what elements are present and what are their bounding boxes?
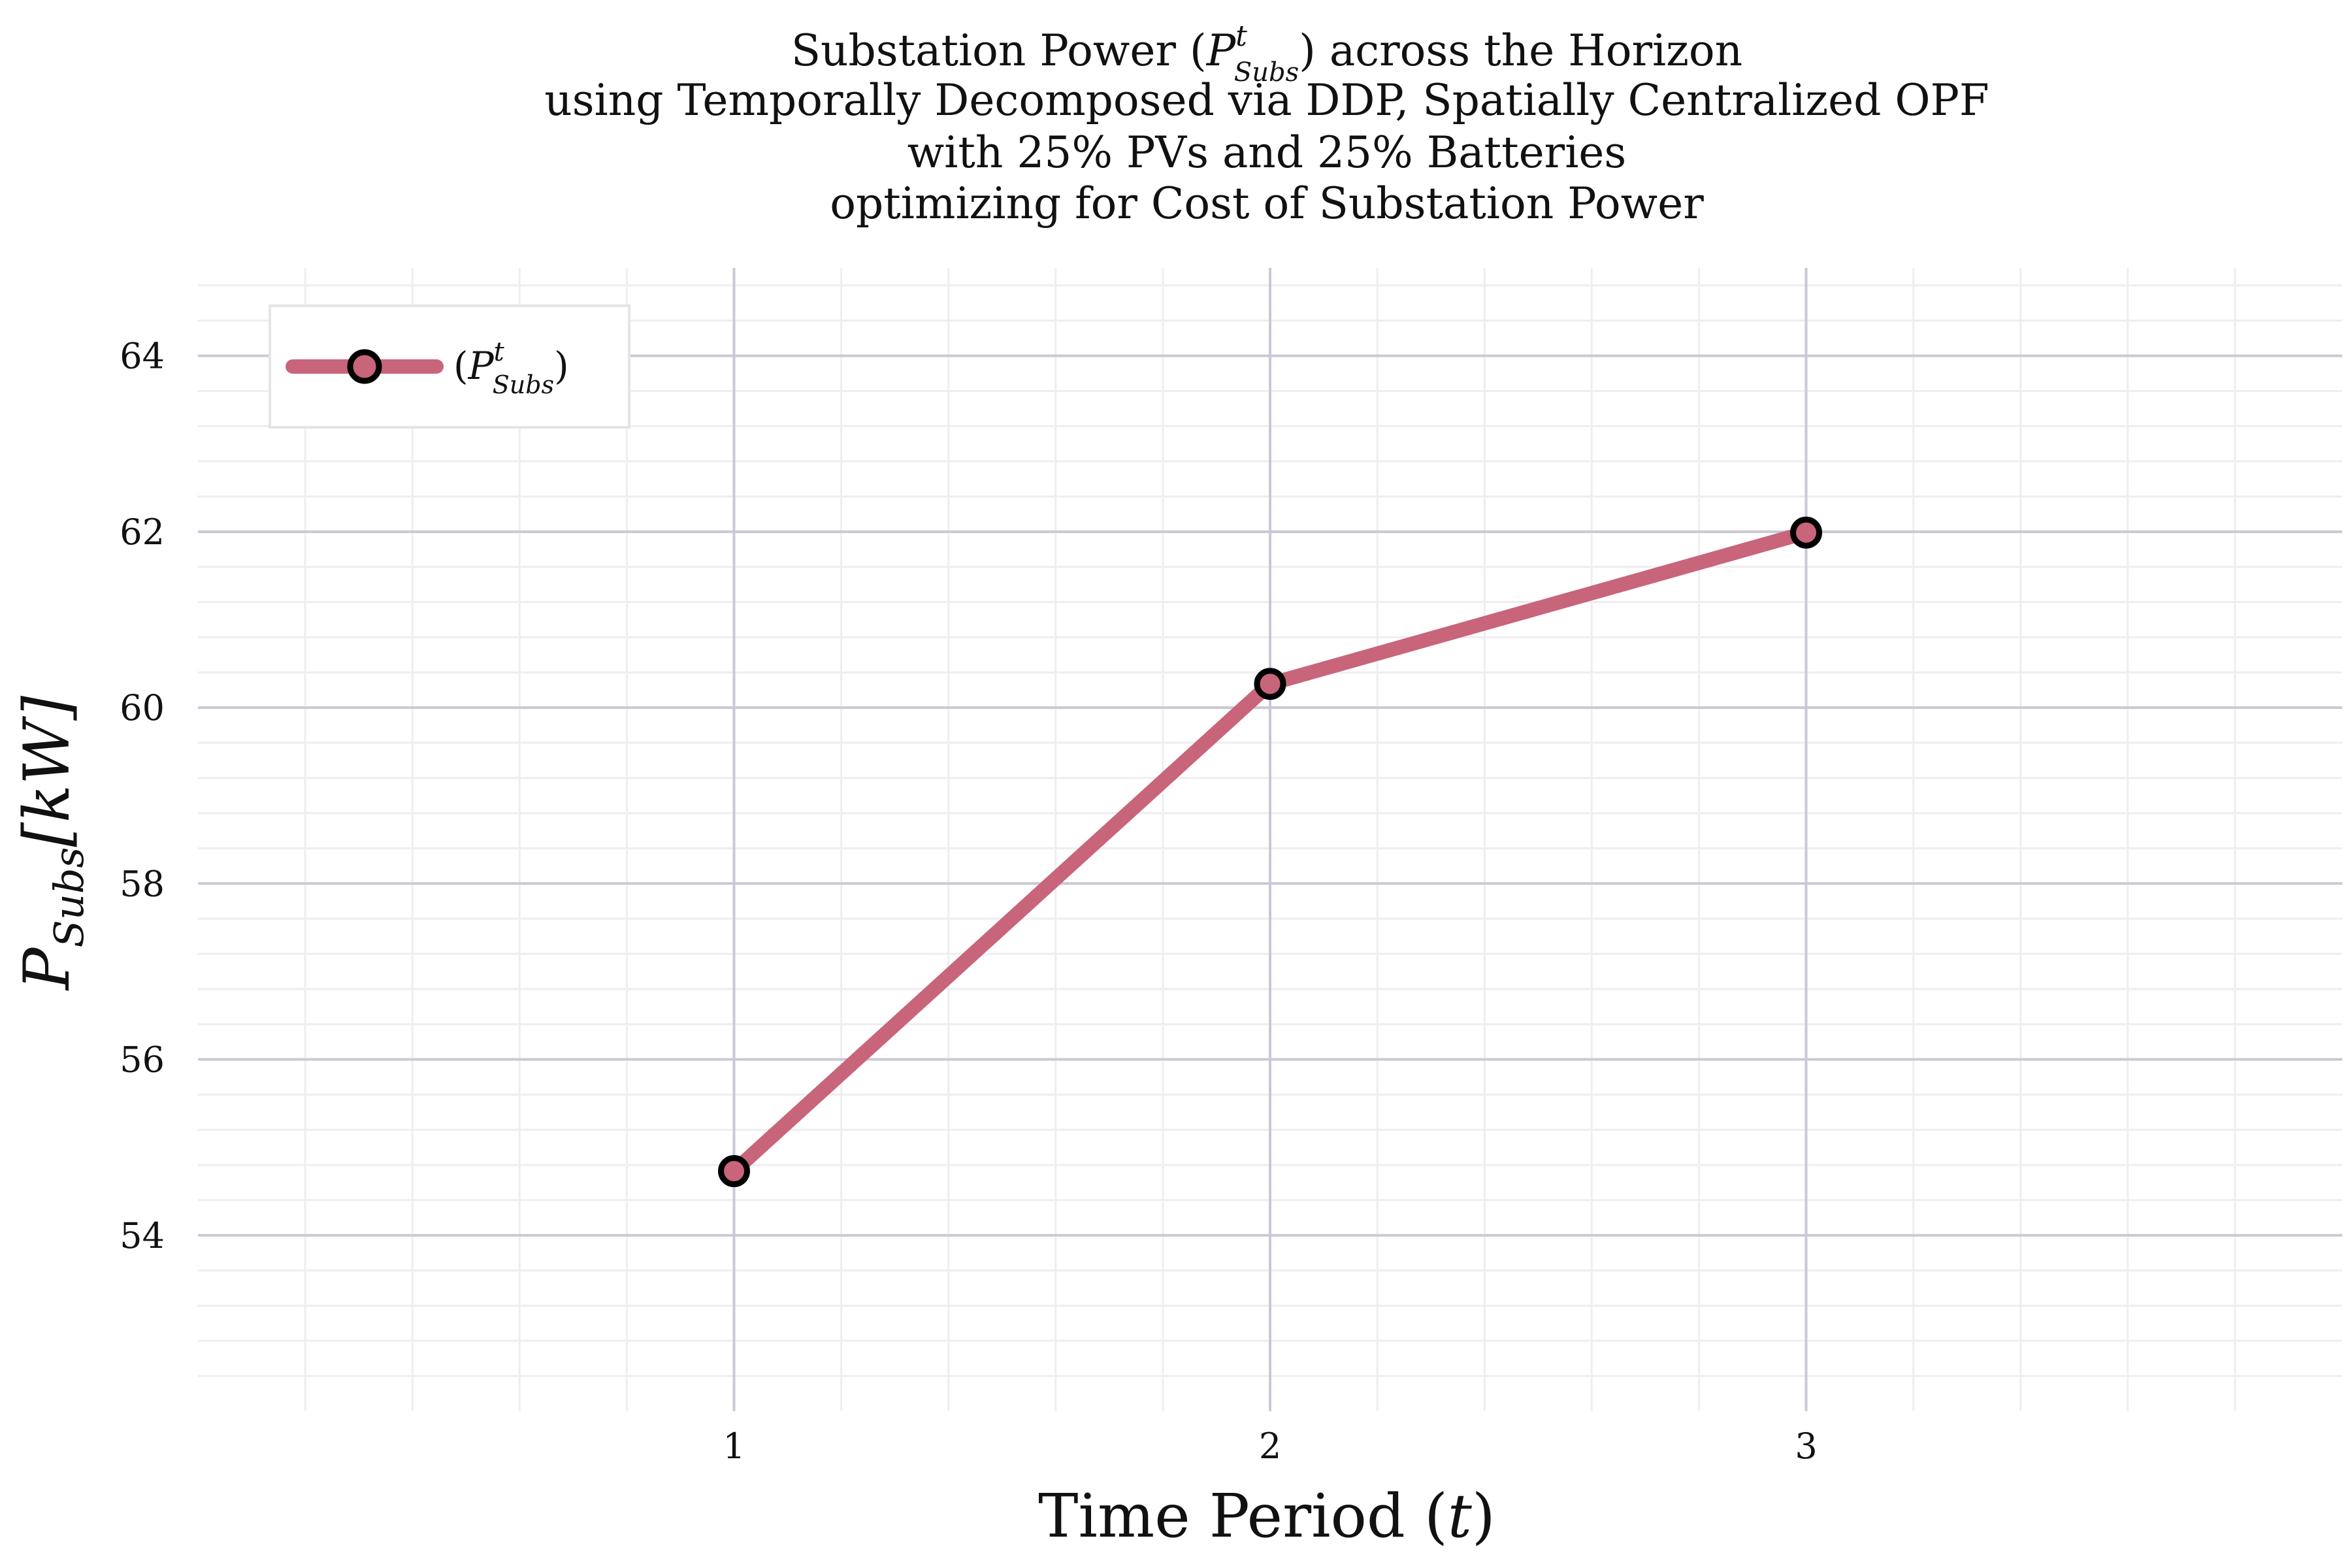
y-tick-label: 56 — [120, 1039, 165, 1081]
data-point — [1790, 516, 1822, 549]
y-axis-label-text: PSubs[kW] — [10, 695, 93, 991]
title-line: Substation Power (Pt Subs) across the Hor… — [791, 20, 1742, 88]
y-tick-labels: 54 56 58 60 62 64 — [120, 336, 165, 1256]
data-point — [718, 1155, 750, 1187]
legend-marker-swatch — [347, 349, 382, 384]
x-tick-label: 2 — [1259, 1426, 1281, 1467]
title-line: using Temporally Decomposed via DDP, Spa… — [544, 75, 1989, 125]
x-tick-label: 3 — [1795, 1426, 1817, 1467]
data-point — [1254, 668, 1286, 700]
y-tick-label: 58 — [120, 863, 165, 904]
y-tick-label: 64 — [120, 336, 165, 377]
y-axis-label: PSubs[kW] — [10, 695, 93, 991]
y-tick-label: 54 — [120, 1215, 165, 1256]
y-tick-label: 60 — [120, 687, 165, 728]
grid — [198, 268, 2342, 1411]
series-layer — [718, 516, 1822, 1187]
title-line: optimizing for Cost of Substation Power — [830, 178, 1704, 229]
y-tick-label: 62 — [120, 512, 165, 553]
x-axis-label: Time Period (t) — [1038, 1481, 1495, 1551]
x-tick-labels: 1 2 3 — [723, 1426, 1817, 1467]
chart-title: Substation Power (Pt Subs) across the Hor… — [544, 20, 1989, 229]
legend: (Pt Subs) — [269, 304, 630, 429]
title-line: with 25% PVs and 25% Batteries — [907, 127, 1627, 178]
x-tick-label: 1 — [723, 1426, 745, 1467]
legend-label: (Pt Subs) — [453, 337, 569, 399]
